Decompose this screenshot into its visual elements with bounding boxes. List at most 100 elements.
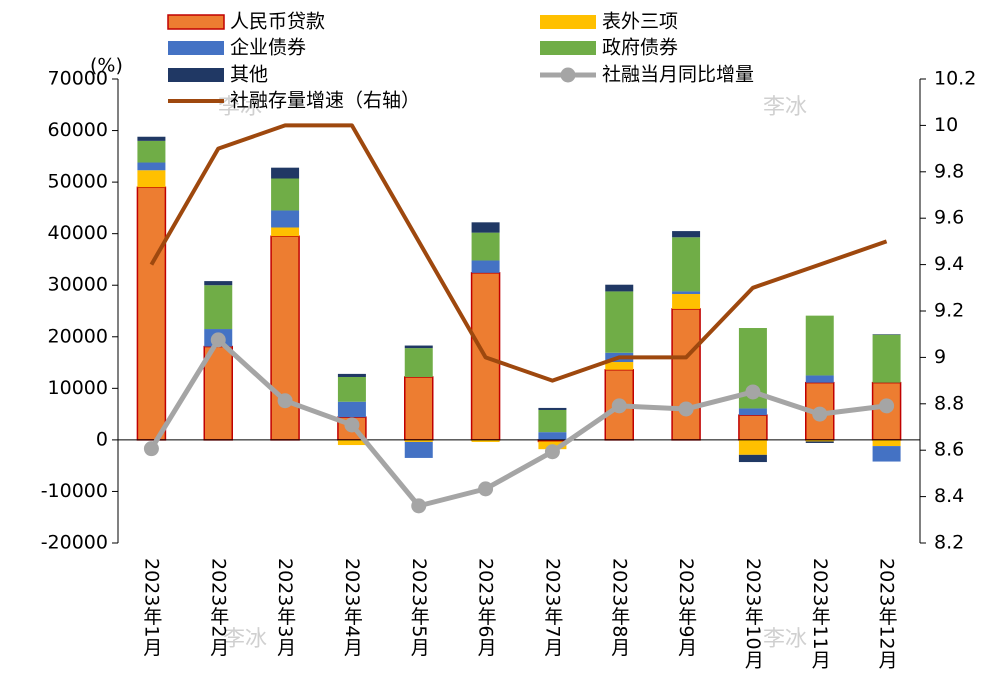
- bar-segment: [271, 210, 300, 228]
- watermark: 李冰: [763, 95, 807, 120]
- line-marker: [544, 444, 560, 460]
- watermark: 李冰: [763, 627, 807, 652]
- bar-segment: [203, 345, 233, 441]
- watermark: 李冰: [218, 95, 262, 120]
- bar-segment: [337, 401, 366, 418]
- y2-tick-label: 8.8: [934, 392, 964, 414]
- legend-label: 企业债券: [230, 37, 306, 59]
- y2-tick-label: 8.4: [934, 485, 964, 507]
- bar-segment: [672, 231, 701, 238]
- line-marker: [411, 498, 427, 514]
- bar-segment: [805, 441, 834, 443]
- line-marker: [745, 384, 761, 400]
- line-marker: [812, 406, 828, 422]
- legend-label: 政府债券: [602, 37, 678, 59]
- x-tick-label: 2023年3月: [274, 558, 296, 656]
- y-tick-label: 40000: [48, 222, 108, 244]
- bar-segment: [471, 260, 500, 273]
- bar-segment: [805, 315, 834, 376]
- bar-segment: [872, 334, 901, 383]
- y-tick-label: -20000: [41, 532, 108, 554]
- bar-segment: [404, 376, 434, 441]
- line-marker: [210, 332, 226, 348]
- line-marker: [143, 441, 159, 457]
- bar-segment: [337, 376, 366, 402]
- line: [149, 123, 888, 383]
- bar-segment: [738, 439, 767, 455]
- line-marker: [344, 417, 360, 433]
- bar-segment: [404, 439, 433, 442]
- y-tick-label: 70000: [48, 68, 108, 90]
- x-tick-label: 2023年11月: [809, 558, 831, 669]
- bar-segment: [270, 235, 300, 441]
- bar-segment: [872, 439, 901, 447]
- y-tick-label: 20000: [48, 325, 108, 347]
- bar-segment: [404, 345, 433, 349]
- y2-tick-label: 10: [934, 114, 958, 136]
- bar-segment: [538, 407, 567, 410]
- bar-segment: [805, 375, 834, 383]
- x-tick-label: 2023年5月: [408, 558, 430, 656]
- x-tick-label: 2023年8月: [608, 558, 630, 656]
- bar-segment: [337, 373, 366, 377]
- bar-segment: [271, 167, 300, 179]
- bar-segment: [671, 308, 701, 441]
- y2-tick-label: 9.8: [934, 160, 964, 182]
- line-marker: [277, 393, 293, 409]
- x-tick-label: 2023年10月: [742, 558, 764, 669]
- bar-segment: [204, 285, 233, 330]
- watermark: 李冰: [223, 627, 267, 652]
- bar-segment: [137, 140, 166, 163]
- x-tick-label: 2023年1月: [140, 558, 162, 656]
- bar-segment: [337, 439, 366, 446]
- bar-segment: [872, 446, 901, 462]
- line-marker: [678, 401, 694, 417]
- y-tick-label: 50000: [48, 171, 108, 193]
- bar-segment: [672, 291, 701, 294]
- y2-tick-label: 9.2: [934, 300, 964, 322]
- bar-segment: [471, 222, 500, 233]
- line-marker: [611, 398, 627, 414]
- bar-segment: [271, 178, 300, 211]
- legend-label: 其他: [230, 64, 268, 86]
- bar-segment: [538, 432, 567, 440]
- legend-label: 人民币贷款: [230, 11, 325, 33]
- y-tick-label: 0: [96, 428, 108, 450]
- x-tick-label: 2023年6月: [475, 558, 497, 656]
- bar-segment: [605, 284, 634, 292]
- legend-swatch: [540, 15, 596, 29]
- x-tick-label: 2023年2月: [207, 558, 229, 656]
- bar-segment: [738, 454, 767, 463]
- x-tick-label: 2023年7月: [541, 558, 563, 656]
- bar-segment: [538, 409, 567, 433]
- line-marker: [478, 481, 494, 497]
- bar-segment: [137, 136, 166, 141]
- legend-label: 表外三项: [602, 11, 678, 33]
- bar-segment: [738, 408, 767, 416]
- bar-segment: [471, 439, 500, 442]
- bar-segment: [137, 170, 166, 188]
- bar-segment: [136, 186, 167, 441]
- legend-swatch: [167, 14, 225, 30]
- bar-segment: [204, 281, 233, 286]
- bar-segment: [872, 334, 901, 335]
- bar-segment: [672, 237, 701, 292]
- bar-segment: [805, 439, 834, 442]
- y-tick-label: 10000: [48, 377, 108, 399]
- y2-tick-label: 9.4: [934, 253, 964, 275]
- bar-segment: [471, 232, 500, 261]
- y-tick-label: 60000: [48, 119, 108, 141]
- y2-tick-label: 9.6: [934, 207, 964, 229]
- bar-segment: [672, 293, 701, 309]
- line-marker: [879, 398, 895, 414]
- x-tick-label: 2023年4月: [341, 558, 363, 656]
- y2-tick-label: 8.2: [934, 532, 964, 554]
- y2-tick-label: 10.2: [934, 68, 976, 90]
- legend-swatch: [540, 41, 596, 55]
- legend-swatch: [168, 41, 224, 55]
- y-axis-label: (%): [90, 55, 123, 77]
- bar-segment: [271, 227, 300, 237]
- legend-label: 社融当月同比增量: [602, 64, 754, 86]
- line: [149, 337, 887, 509]
